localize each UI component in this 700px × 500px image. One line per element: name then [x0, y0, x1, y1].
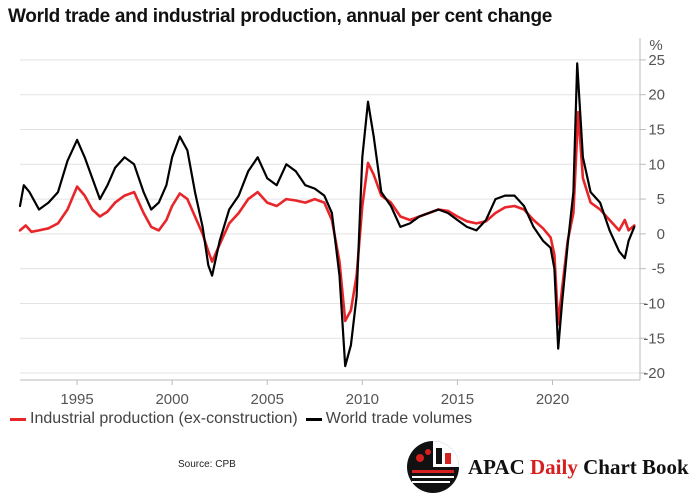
- series-line-world-trade: [18, 62, 636, 368]
- x-tick-label: 2015: [441, 391, 474, 408]
- source-note: Source: CPB: [178, 459, 236, 470]
- y-tick-label: 15: [648, 122, 665, 139]
- y-tick-label: -10: [643, 295, 665, 312]
- y-tick-label: -20: [643, 365, 665, 382]
- y-tick-label: 25: [648, 52, 665, 69]
- legend-swatch-red: [10, 417, 26, 421]
- y-axis-ticks: 25 20 15 10 5 0 -5 -10 -15 -20: [640, 52, 665, 382]
- brand-highlight: Daily: [530, 454, 578, 479]
- x-tick-label: 2020: [536, 391, 569, 408]
- brand-name: APAC Daily Chart Book: [468, 455, 689, 480]
- brand-suffix: Chart Book: [577, 454, 689, 479]
- series-line-industrial-production: [18, 110, 636, 326]
- y-tick-label: -5: [652, 261, 665, 278]
- legend-label: Industrial production (ex-construction): [30, 410, 298, 427]
- x-tick-label: 2005: [251, 391, 284, 408]
- y-tick-label: 5: [657, 191, 665, 208]
- legend-item-industrial-production: Industrial production (ex-construction): [10, 410, 298, 428]
- x-tick-label: 2010: [346, 391, 379, 408]
- legend-swatch-black: [305, 417, 322, 421]
- y-axis-unit-label: %: [649, 37, 662, 54]
- brand-icon: [407, 441, 459, 493]
- y-tick-label: 20: [648, 87, 665, 104]
- legend-label: World trade volumes: [325, 410, 473, 427]
- y-tick-label: -15: [643, 330, 665, 347]
- chart-title: World trade and industrial production, a…: [8, 6, 553, 27]
- series-lines: [18, 62, 636, 368]
- brand-prefix: APAC: [468, 454, 531, 479]
- x-tick-label: 1995: [60, 391, 93, 408]
- x-axis-ticks: 1995 2000 2005 2010 2015 2020: [60, 380, 569, 408]
- y-tick-label: 10: [648, 156, 665, 173]
- brand-logo: APAC Daily Chart Book: [406, 440, 689, 494]
- y-tick-label: 0: [657, 226, 665, 243]
- legend-item-world-trade: World trade volumes: [305, 410, 473, 428]
- x-tick-label: 2000: [155, 391, 188, 408]
- legend: Industrial production (ex-construction) …: [10, 410, 480, 428]
